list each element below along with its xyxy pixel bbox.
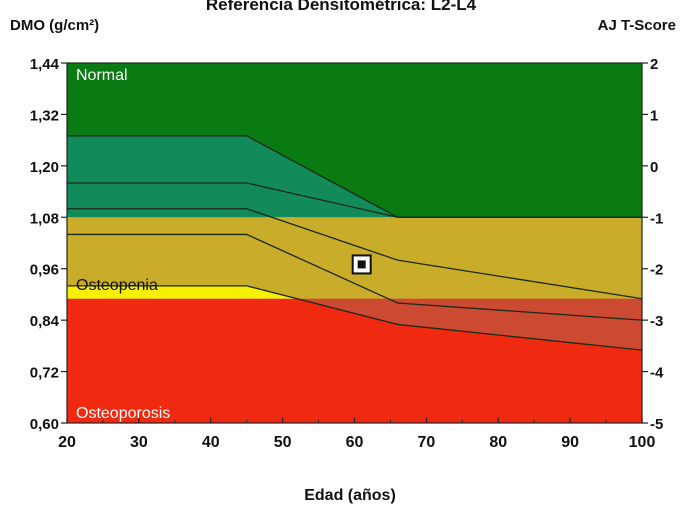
y2-tick-label: -1 [650, 210, 663, 227]
y-axis-label: DMO (g/cm²) [10, 17, 99, 34]
zone-label-normal: Normal [76, 67, 128, 84]
x-tick-label: 60 [346, 434, 364, 451]
y-tick-label: 0,60 [30, 416, 59, 433]
x-tick-label: 50 [274, 434, 292, 451]
y2-tick-label: 2 [650, 56, 658, 73]
y-tick-label: 0,72 [30, 365, 59, 382]
x-tick-label: 90 [561, 434, 579, 451]
plot-area: Normal Osteopenia Osteoporosis [67, 63, 643, 423]
x-axis-label: Edad (años) [304, 487, 396, 504]
x-tick-label: 80 [489, 434, 507, 451]
x-tick-label: 20 [58, 434, 76, 451]
y-tick-label: 0,96 [30, 262, 59, 279]
y2-tick-label: 0 [650, 159, 658, 176]
y-tick-label: 1,32 [30, 107, 59, 124]
patient-marker-dot [357, 260, 366, 269]
chart-title: Referencia Densitométrica: L2-L4 [206, 0, 477, 14]
x-tick-label: 30 [130, 434, 148, 451]
y2-tick-label: -3 [650, 313, 663, 330]
x-tick-label: 100 [629, 434, 656, 451]
y2-axis-label: AJ T-Score [598, 17, 676, 34]
axes: 0,60 0,72 0,84 0,96 1,08 1,20 1,32 1,44 -5 -4 -3 -2… [30, 56, 664, 451]
y2-tick-label: -4 [650, 365, 664, 382]
y2-tick-label: -2 [650, 262, 663, 279]
y2-tick-label: 1 [650, 107, 658, 124]
x-tick-label: 40 [202, 434, 220, 451]
reference-line-minus2sd [67, 285, 643, 351]
band-osteoporosis-range [297, 298, 642, 351]
y-tick-label: 0,84 [30, 313, 60, 330]
reference-line-minus1sd [67, 233, 643, 321]
reference-line-mean [67, 208, 643, 300]
zone-label-osteoporosis: Osteoporosis [76, 405, 170, 422]
y2-tick-label: -5 [650, 416, 663, 433]
y-tick-label: 1,44 [30, 56, 60, 73]
y-tick-label: 1,20 [30, 159, 59, 176]
reference-line-plus1sd [67, 182, 642, 218]
band-normal-range [67, 135, 642, 218]
x-tick-label: 70 [417, 434, 435, 451]
zone-label-osteopenia: Osteopenia [76, 277, 158, 294]
y-tick-label: 1,08 [30, 210, 59, 227]
